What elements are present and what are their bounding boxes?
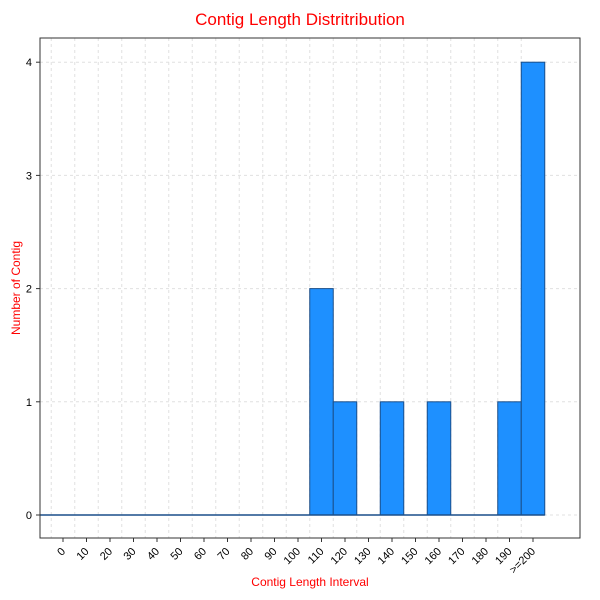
y-axis-title: Number of Contig [9,241,23,335]
y-ticks: 0 1 2 3 4 [26,57,40,522]
y-tick-label: 4 [26,57,32,69]
plot-frame [39,37,581,539]
x-tick-label: 0 [55,546,68,559]
x-tick-label: 30 [121,546,138,563]
x-tick-label: 160 [423,546,444,567]
bar-190 [497,401,522,516]
x-ticks: 0 10 20 30 40 50 60 70 80 90 100 110 120 130 140 150 160… [55,538,538,576]
x-tick-label: 100 [282,546,303,567]
x-tick-label: 20 [98,546,115,563]
bar-160 [426,401,452,516]
x-tick-label: 170 [446,546,467,567]
bar-140 [379,401,405,516]
x-tick-label: 120 [329,546,350,567]
x-tick-label: 80 [239,546,256,563]
chart-title: Contig Length Distritribution [195,10,405,29]
x-tick-label: 40 [145,546,162,563]
x-tick-label: 180 [470,546,491,567]
bar-110 [309,288,334,516]
bars-layer [40,61,546,516]
x-tick-label: >=200 [508,546,539,577]
x-tick-label: 50 [168,546,185,563]
y-tick-label: 1 [26,397,32,409]
x-tick-label: 60 [192,546,209,563]
x-tick-label: 70 [215,546,232,563]
x-tick-label: 10 [74,546,91,563]
x-tick-label: 140 [376,546,397,567]
x-tick-label: 90 [262,546,279,563]
x-tick-label: 150 [399,546,420,567]
bar->=200 [520,61,546,516]
x-axis-title: Contig Length Interval [251,575,368,589]
y-tick-label: 0 [26,510,32,522]
x-tick-label: 110 [306,546,327,567]
bar-120 [332,401,358,516]
y-tick-label: 3 [26,170,32,182]
x-tick-label: 130 [352,546,373,567]
y-tick-label: 2 [26,284,32,296]
